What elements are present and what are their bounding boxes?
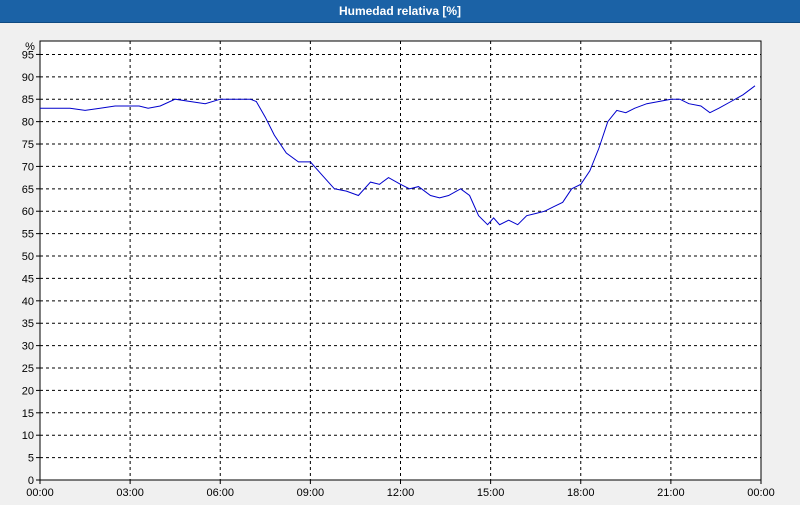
y-axis: 0 5 10 15 20 25 30 35 40 45 50 55 60 65 70 75 80 85 90 95 bbox=[22, 49, 40, 487]
y-tick-label: 90 bbox=[22, 72, 34, 84]
y-tick-label: 80 bbox=[22, 117, 34, 129]
y-tick-label: 40 bbox=[22, 296, 34, 308]
y-tick-label: 30 bbox=[22, 341, 34, 353]
y-tick-label: 70 bbox=[22, 161, 34, 173]
y-tick-label: 0 bbox=[28, 475, 34, 487]
y-tick-label: 10 bbox=[22, 430, 34, 442]
y-axis-label: % bbox=[25, 41, 35, 53]
y-tick-label: 50 bbox=[22, 251, 34, 263]
y-tick-label: 25 bbox=[22, 363, 34, 375]
humidity-line-chart: 0 5 10 15 20 25 30 35 40 45 50 55 60 65 70 75 80 85 90 95 0… bbox=[19, 40, 782, 505]
series-line-humedad bbox=[40, 85, 756, 226]
x-tick-time-label: 00:00 bbox=[26, 487, 54, 499]
x-tick-time-label: 12:00 bbox=[387, 487, 415, 499]
x-tick-time-label: 21:00 bbox=[657, 487, 685, 499]
y-tick-label: 45 bbox=[22, 273, 34, 285]
x-axis: 00:0027/03/1603:0027/03/1606:0027/03/160… bbox=[19, 480, 782, 505]
grid-lines bbox=[40, 41, 761, 480]
x-tick-time-label: 15:00 bbox=[477, 487, 505, 499]
y-tick-label: 65 bbox=[22, 184, 34, 196]
chart-area: 0 5 10 15 20 25 30 35 40 45 50 55 60 65 70 75 80 85 90 95 0… bbox=[0, 22, 800, 505]
y-tick-label: 60 bbox=[22, 206, 34, 218]
x-tick-time-label: 06:00 bbox=[206, 487, 234, 499]
y-tick-label: 95 bbox=[22, 49, 34, 61]
y-tick-label: 15 bbox=[22, 408, 34, 420]
y-tick-label: 55 bbox=[22, 229, 34, 241]
y-tick-label: 35 bbox=[22, 318, 34, 330]
y-tick-label: 5 bbox=[28, 453, 34, 465]
y-tick-label: 85 bbox=[22, 94, 34, 106]
chart-title: Humedad relativa [%] bbox=[0, 0, 800, 23]
y-tick-label: 75 bbox=[22, 139, 34, 151]
x-tick-time-label: 03:00 bbox=[116, 487, 144, 499]
x-tick-time-label: 18:00 bbox=[567, 487, 595, 499]
x-tick-time-label: 09:00 bbox=[297, 487, 325, 499]
y-tick-label: 20 bbox=[22, 385, 34, 397]
x-tick-time-label: 00:00 bbox=[747, 487, 775, 499]
